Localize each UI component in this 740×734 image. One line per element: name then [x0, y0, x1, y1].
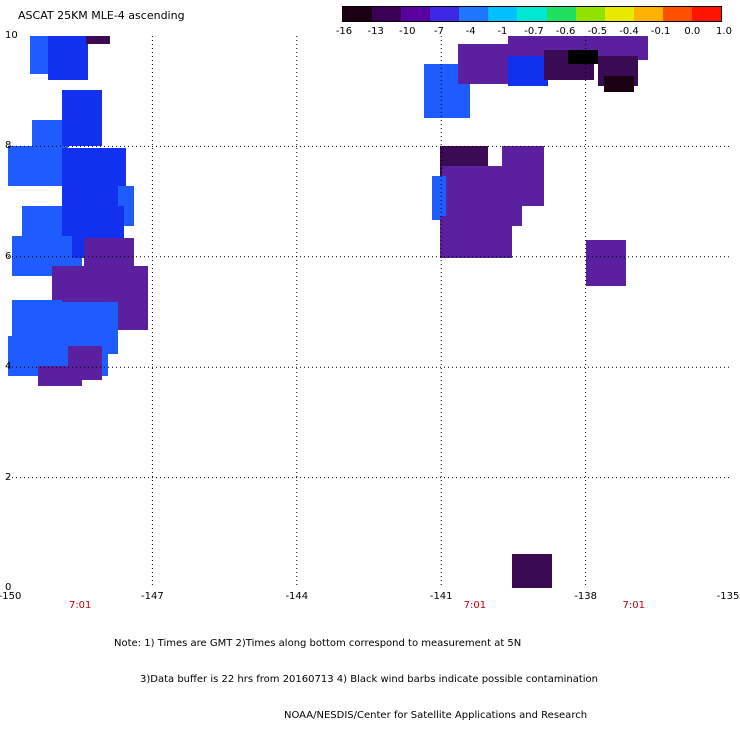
swath-cell — [86, 36, 110, 44]
y-tick-label: 8 — [5, 140, 12, 152]
colorbar-label: -7 — [434, 26, 444, 37]
colorbar-segment — [575, 7, 605, 21]
swath-cell — [512, 554, 552, 588]
time-label: 7:01 — [622, 600, 645, 611]
colorbar-segment — [343, 7, 373, 21]
y-tick-label: 0 — [5, 582, 12, 593]
colorbar-label: -0.5 — [587, 26, 608, 37]
colorbar-labels: -16 -13 -10 -7 -4 -1 -0.7 -0.6 -0.5 -0.4 -0.1 0.0 1.… — [332, 26, 736, 38]
x-tick-label: -141 — [429, 591, 453, 602]
colorbar-label: -10 — [399, 26, 416, 37]
swath-cell — [62, 90, 102, 146]
swath-cell — [62, 148, 126, 208]
colorbar-segment — [401, 7, 431, 21]
colorbar-label: 1.0 — [716, 26, 732, 37]
swath-cell — [38, 366, 82, 386]
colorbar — [342, 6, 722, 22]
colorbar-label: -13 — [367, 26, 384, 37]
notes: Note: 1) Times are GMT 2)Times along bot… — [114, 614, 598, 734]
swath-cell — [440, 216, 512, 258]
y-tick-label: 2 — [5, 471, 12, 483]
x-tick-label: -147 — [141, 591, 164, 602]
colorbar-segment — [546, 7, 576, 21]
map-plot-area — [8, 36, 730, 588]
map-svg — [8, 36, 730, 588]
colorbar-segment — [691, 7, 722, 21]
colorbar-segment — [459, 7, 489, 21]
colorbar-label: -16 — [335, 26, 353, 37]
swath-cell — [568, 50, 598, 64]
swath-cell — [586, 240, 626, 286]
x-tick-label: -144 — [285, 591, 309, 602]
colorbar-segment — [517, 7, 547, 21]
colorbar-label: -0.7 — [524, 26, 544, 37]
colorbar-segment — [604, 7, 634, 21]
swath-cell — [8, 146, 68, 186]
note-line-1: Note: 1) Times are GMT 2)Times along bot… — [114, 638, 522, 649]
x-tick-label: -138 — [574, 591, 597, 602]
y-tick-label: 10 — [5, 30, 18, 41]
time-label: 7:01 — [463, 600, 487, 611]
swath-cell — [12, 300, 62, 340]
colorbar-label: 0.0 — [684, 26, 701, 37]
colorbar-label: -1 — [497, 26, 508, 37]
colorbar-segment — [488, 7, 518, 21]
swath-cell — [12, 286, 48, 294]
colorbar-label: -4 — [465, 26, 476, 37]
x-tick-label: -135 — [716, 591, 740, 602]
colorbar-segment — [633, 7, 663, 21]
map-title: ASCAT 25KM MLE-4 ascending — [18, 9, 185, 22]
colorbar-label: -0.4 — [619, 26, 639, 37]
swath-cell — [508, 56, 548, 86]
y-tick-label: 6 — [5, 250, 12, 262]
y-tick-label: 4 — [5, 361, 12, 373]
note-line-2: 3)Data buffer is 22 hrs from 20160713 4)… — [140, 674, 598, 685]
swath-cell — [48, 36, 88, 80]
colorbar-segment — [662, 7, 692, 21]
time-label: 7:01 — [68, 600, 92, 611]
colorbar-segment — [430, 7, 460, 21]
note-line-3: NOAA/NESDIS/Center for Satellite Applica… — [284, 710, 588, 721]
colorbar-label: -0.1 — [650, 26, 671, 37]
swath-cell — [604, 76, 634, 92]
colorbar-segment — [372, 7, 402, 21]
swath-cell — [432, 176, 446, 220]
x-tick-label: -150 — [0, 591, 22, 602]
colorbar-label: -0.6 — [555, 26, 576, 37]
